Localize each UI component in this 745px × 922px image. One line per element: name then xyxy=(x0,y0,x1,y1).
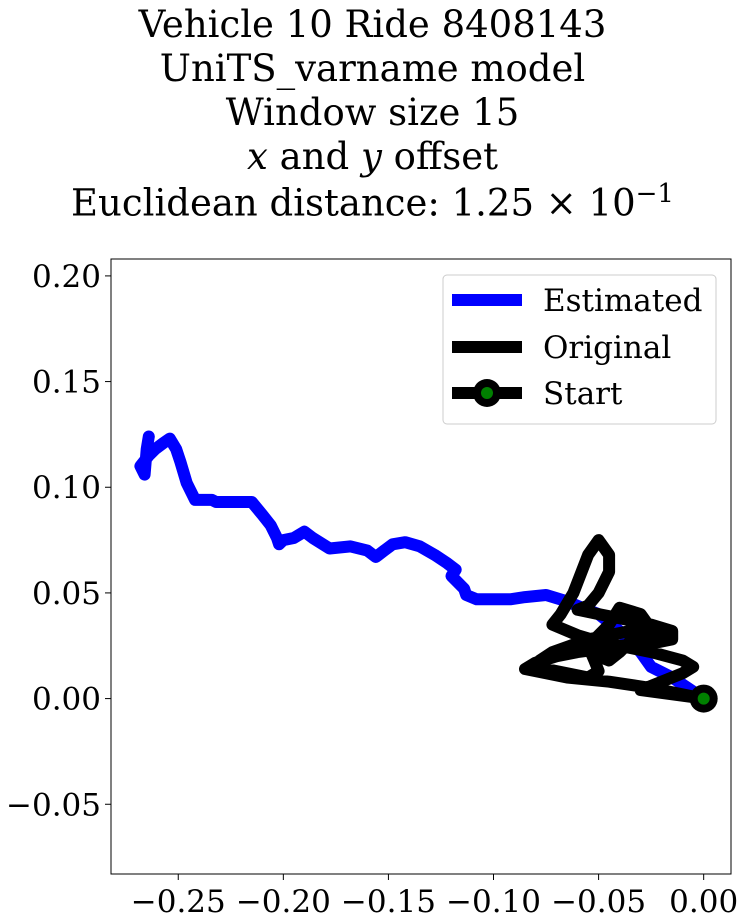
y-tick-label: 0.05 xyxy=(32,576,101,612)
y-tick-label: 0.20 xyxy=(32,259,101,295)
title-and-text: and xyxy=(267,135,361,178)
title-line-2: UniTS_varname model xyxy=(159,47,586,90)
x-tick-label: −0.15 xyxy=(341,884,436,920)
title-distance-prefix: Euclidean distance: 1.25 × 10 xyxy=(71,181,636,225)
legend-start-marker-center xyxy=(481,387,493,399)
legend-label-estimated: Estimated xyxy=(543,283,702,319)
legend-label-original: Original xyxy=(543,330,671,366)
y-tick-label: 0.10 xyxy=(32,470,101,506)
x-tick-label: −0.20 xyxy=(236,884,331,920)
legend-frame xyxy=(442,274,717,425)
title-y-var: y xyxy=(361,135,382,178)
title-line-4: x and y offset xyxy=(0,135,745,178)
title-distance-exp: −1 xyxy=(635,179,674,209)
title-offset-text: offset xyxy=(381,135,498,178)
x-tick-label: 0.00 xyxy=(669,884,738,920)
legend: Estimated Original Start xyxy=(442,274,717,425)
series-line-original xyxy=(519,534,710,705)
axes: −0.25 −0.20 −0.15 −0.10 −0.05 0.00 −0.05 0.00 0.… xyxy=(6,259,738,920)
title-line-3: Window size 15 xyxy=(225,91,520,134)
y-tick-label: 0.15 xyxy=(32,365,101,401)
x-tick-label: −0.25 xyxy=(131,884,226,920)
y-tick-label: 0.00 xyxy=(32,682,101,718)
series-line-estimated xyxy=(134,430,710,705)
plot-area xyxy=(110,258,732,875)
title-x-var: x xyxy=(247,135,268,178)
x-tick-label: −0.10 xyxy=(446,884,541,920)
title-line-5: Euclidean distance: 1.25 × 10−1 xyxy=(0,179,745,224)
y-tick-label: −0.05 xyxy=(6,787,101,823)
title-line-1: Vehicle 10 Ride 8408143 xyxy=(138,3,607,46)
series-layer xyxy=(134,430,718,713)
x-tick-label: −0.05 xyxy=(551,884,646,920)
start-marker-center xyxy=(697,692,710,705)
legend-label-start: Start xyxy=(543,376,623,412)
